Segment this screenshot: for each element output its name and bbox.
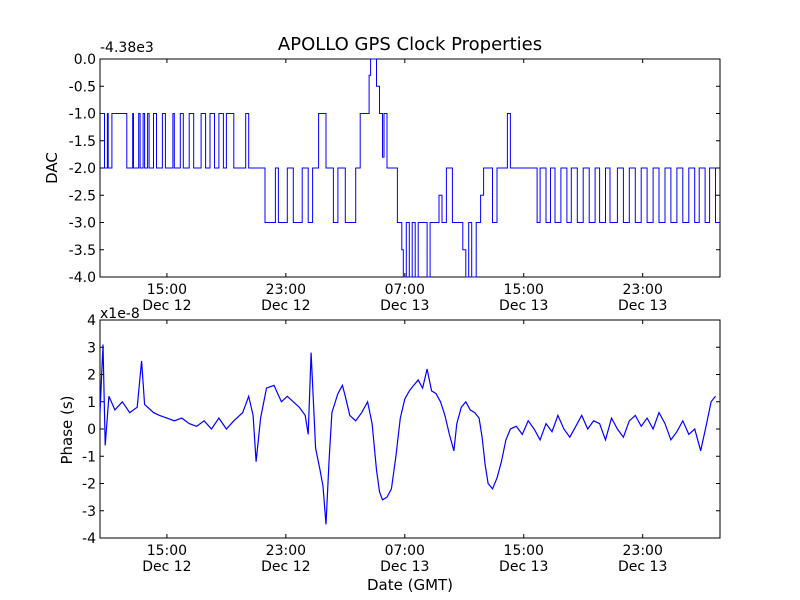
y-tick-label: -2 [82, 477, 96, 493]
y-tick-label: -1 [82, 449, 96, 465]
y-tick-label: -4 [82, 531, 96, 547]
series-line [100, 58, 720, 278]
x-tick-label-time: 23:00 [623, 543, 663, 559]
x-tick-label-time: 23:00 [266, 543, 306, 559]
x-tick-label-time: 07:00 [385, 282, 425, 298]
series-line [99, 344, 716, 525]
y-tick-label: -1.0 [69, 107, 96, 123]
x-tick-label-date: Dec 13 [618, 559, 667, 575]
y-tick-label: 4 [87, 313, 96, 329]
y-offset-label: -4.38e3 [100, 40, 154, 56]
y-tick-label: -3 [82, 504, 96, 520]
x-tick-label-date: Dec 12 [261, 298, 310, 314]
x-tick-label-time: 07:00 [385, 543, 425, 559]
x-tick-label-time: 23:00 [266, 282, 306, 298]
y-tick-label: 0 [87, 422, 96, 438]
x-tick-label-time: 15:00 [504, 282, 544, 298]
y-tick-label: -4.0 [69, 270, 96, 286]
x-tick-label-time: 23:00 [623, 282, 663, 298]
x-axis-label: Date (GMT) [367, 576, 453, 594]
dac-panel: 0.0 -0.5 -1.0 -1.5 -2.0 -2.5 -3.0 -3.5 -4.0 15:00… [43, 40, 721, 314]
x-tick-label-date: Dec 12 [142, 298, 191, 314]
x-tick-label-time: 15:00 [147, 543, 187, 559]
y-axis-label: Phase (s) [58, 395, 76, 464]
y-axis-label: DAC [43, 152, 61, 184]
x-tick-label-date: Dec 13 [499, 298, 548, 314]
y-tick-label: -3.0 [69, 216, 96, 232]
x-tick-label-date: Dec 13 [618, 298, 667, 314]
x-tick-label-date: Dec 12 [142, 559, 191, 575]
x-tick-label-date: Dec 13 [380, 298, 429, 314]
y-tick-label: -3.5 [69, 243, 96, 259]
x-tick-label-date: Dec 12 [261, 559, 310, 575]
y-tick-label: 2 [87, 368, 96, 384]
x-tick-label-date: Dec 13 [380, 559, 429, 575]
y-tick-label: -1.5 [69, 134, 96, 150]
y-tick-label: 0.0 [74, 52, 96, 68]
x-tick-label-time: 15:00 [504, 543, 544, 559]
y-tick-label: -2.5 [69, 188, 96, 204]
y-tick-label: 3 [87, 340, 96, 356]
x-tick-label-time: 15:00 [147, 282, 187, 298]
x-tick-label-date: Dec 13 [499, 559, 548, 575]
y-tick-label: 1 [87, 395, 96, 411]
figure-title: APOLLO GPS Clock Properties [278, 34, 542, 55]
y-offset-label: x1e-8 [100, 306, 140, 322]
y-tick-label: -0.5 [69, 79, 96, 95]
y-tick-label: -2.0 [69, 161, 96, 177]
